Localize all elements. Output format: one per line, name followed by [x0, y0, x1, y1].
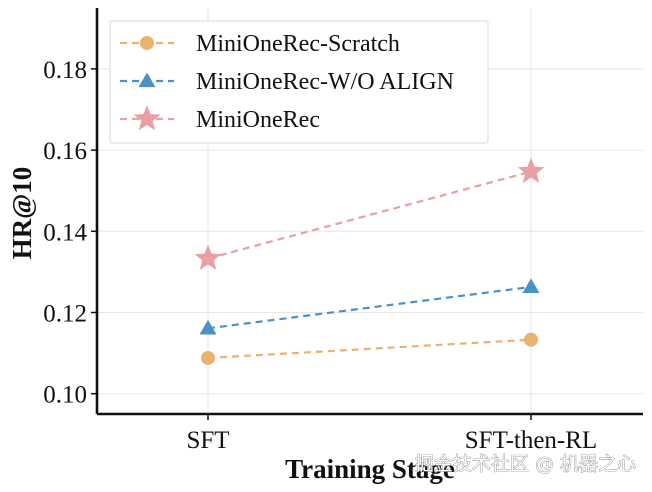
data-point: [199, 319, 217, 335]
data-point: [194, 244, 222, 270]
legend-item: MiniOneRec-W/O ALIGN: [120, 69, 454, 95]
y-tick-label: 0.10: [43, 382, 87, 409]
data-series: [194, 157, 545, 365]
data-point: [522, 278, 540, 294]
legend: MiniOneRec-Scratch MiniOneRec-W/O ALIGN Mi…: [109, 20, 489, 144]
series-minionerec-w-o-align: [199, 278, 540, 335]
x-axis-ticks: SFT SFT-then-RL: [186, 414, 597, 454]
y-axis-ticks: 0.10 0.12 0.14 0.16 0.18: [43, 57, 97, 409]
legend-marker: [140, 36, 154, 50]
y-tick-label: 0.14: [43, 219, 87, 246]
series-line: [207, 285, 532, 330]
legend-label: MiniOneRec-W/O ALIGN: [196, 69, 454, 95]
y-tick-label: 0.12: [43, 301, 87, 328]
legend-marker: [138, 72, 156, 88]
y-tick-label: 0.18: [43, 57, 87, 84]
legend-label: MiniOneRec: [196, 107, 320, 133]
legend-marker: [133, 105, 161, 131]
legend-label: MiniOneRec-Scratch: [196, 31, 400, 57]
x-axis-title: Training Stage: [285, 454, 455, 484]
legend-item: MiniOneRec-Scratch: [120, 31, 400, 57]
x-tick-label: SFT-then-RL: [465, 427, 597, 454]
data-point: [517, 157, 545, 183]
series-minionerec-scratch: [201, 332, 538, 365]
legend-item: MiniOneRec: [120, 105, 320, 133]
x-tick-label: SFT: [186, 427, 229, 454]
axes: [95, 8, 643, 416]
series-line: [207, 338, 532, 360]
legend-box: [109, 20, 489, 144]
series-line: [207, 170, 532, 260]
data-point: [201, 350, 215, 365]
data-point: [524, 332, 538, 347]
watermark: 掘金技术社区 @ 机器之心: [415, 453, 636, 475]
series-minionerec: [194, 157, 545, 270]
y-axis-title: HR@10: [7, 167, 37, 260]
y-tick-label: 0.16: [43, 138, 87, 165]
